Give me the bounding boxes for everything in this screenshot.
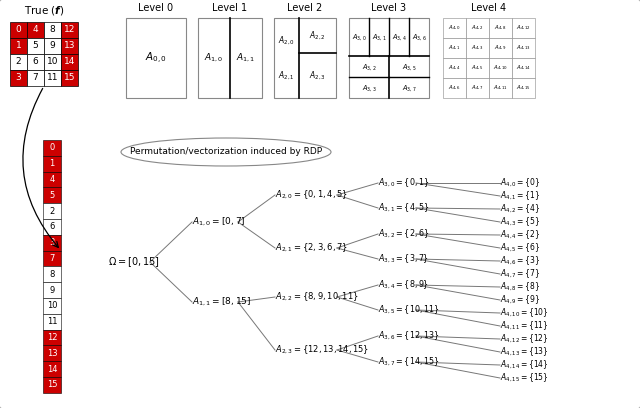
Text: $A_{4,11}$: $A_{4,11}$	[493, 84, 508, 92]
Text: 13: 13	[64, 42, 76, 51]
Text: $A_{2,3} = \{12, 13, 14, 15\}$: $A_{2,3} = \{12, 13, 14, 15\}$	[275, 344, 369, 356]
Bar	[61, 22, 78, 38]
Text: $A_{4,7}$: $A_{4,7}$	[471, 84, 484, 92]
Text: 1: 1	[49, 159, 54, 168]
Bar	[43, 377, 61, 393]
Text: 7: 7	[49, 254, 54, 263]
Bar	[10, 38, 27, 54]
Text: 15: 15	[64, 73, 76, 82]
Text: 10: 10	[47, 302, 57, 310]
Bar	[43, 172, 61, 187]
Text: 4: 4	[33, 25, 38, 35]
Text: $A_{2,1}$: $A_{2,1}$	[278, 69, 294, 82]
Text: Level 1: Level 1	[212, 3, 248, 13]
Text: 8: 8	[50, 25, 56, 35]
Text: $A_{4,13} = \{13\}$: $A_{4,13} = \{13\}$	[500, 346, 548, 358]
Text: 14: 14	[64, 58, 75, 67]
Text: $A_{3,2}$: $A_{3,2}$	[362, 62, 376, 72]
Bar	[512, 58, 535, 78]
Text: 9: 9	[50, 42, 56, 51]
Bar	[443, 58, 466, 78]
Text: $A_{4,10}$: $A_{4,10}$	[493, 64, 508, 72]
Text: 5: 5	[33, 42, 38, 51]
Text: 0: 0	[49, 143, 54, 153]
Bar	[43, 203, 61, 219]
Text: $A_{3,0}$: $A_{3,0}$	[351, 32, 366, 42]
Text: $A_{3,4}$: $A_{3,4}$	[392, 32, 406, 42]
Text: $\Omega = [0, 15]$: $\Omega = [0, 15]$	[108, 255, 160, 269]
Text: 9: 9	[49, 286, 54, 295]
Bar	[43, 282, 61, 298]
Bar	[10, 70, 27, 86]
Ellipse shape	[121, 138, 331, 166]
Text: 15: 15	[47, 380, 57, 389]
Bar	[27, 54, 44, 70]
Text: True ($\boldsymbol{f}$): True ($\boldsymbol{f}$)	[24, 4, 64, 17]
Text: $A_{4,12}$: $A_{4,12}$	[516, 24, 531, 32]
Text: $A_{2,1} = \{2, 3, 6, 7\}$: $A_{2,1} = \{2, 3, 6, 7\}$	[275, 242, 348, 254]
Text: 0: 0	[15, 25, 21, 35]
Bar	[10, 22, 27, 38]
Bar	[27, 22, 44, 38]
Text: $A_{4,1}$: $A_{4,1}$	[448, 44, 461, 52]
Text: $A_{4,9}$: $A_{4,9}$	[494, 44, 507, 52]
Bar	[27, 70, 44, 86]
Text: $A_{4,5} = \{6\}$: $A_{4,5} = \{6\}$	[500, 242, 540, 254]
Text: 3: 3	[15, 73, 21, 82]
Bar	[44, 54, 61, 70]
Text: 2: 2	[49, 206, 54, 215]
Text: $A_{4,1} = \{1\}$: $A_{4,1} = \{1\}$	[500, 190, 540, 202]
Text: $A_{4,5}$: $A_{4,5}$	[471, 64, 484, 72]
Bar	[443, 38, 466, 58]
Text: $A_{4,0}$: $A_{4,0}$	[448, 24, 461, 32]
Text: $A_{4,3} = \{5\}$: $A_{4,3} = \{5\}$	[500, 216, 540, 228]
Text: $A_{1,1}$: $A_{1,1}$	[236, 52, 256, 64]
Bar	[61, 38, 78, 54]
Text: 3: 3	[49, 238, 54, 247]
Text: $A_{3,7}$: $A_{3,7}$	[402, 82, 417, 93]
Bar	[443, 78, 466, 98]
Text: $A_{4,13}$: $A_{4,13}$	[516, 44, 531, 52]
Text: $A_{1,0} = [0, 7]$: $A_{1,0} = [0, 7]$	[192, 216, 246, 228]
Text: $A_{4,9} = \{9\}$: $A_{4,9} = \{9\}$	[500, 294, 540, 306]
Text: 12: 12	[64, 25, 75, 35]
Text: 14: 14	[47, 365, 57, 374]
Bar	[43, 330, 61, 346]
Bar	[198, 18, 262, 98]
Text: $A_{3,2} = \{2, 6\}$: $A_{3,2} = \{2, 6\}$	[378, 228, 429, 240]
Text: $A_{4,8} = \{8\}$: $A_{4,8} = \{8\}$	[500, 281, 540, 293]
Text: $A_{1,0}$: $A_{1,0}$	[204, 52, 224, 64]
Bar	[443, 18, 466, 38]
Text: $A_{4,2} = \{4\}$: $A_{4,2} = \{4\}$	[500, 203, 540, 215]
Bar	[43, 346, 61, 361]
Text: $A_{4,10} = \{10\}$: $A_{4,10} = \{10\}$	[500, 307, 548, 319]
Text: 10: 10	[47, 58, 58, 67]
Bar	[43, 314, 61, 330]
Text: $A_{3,3}$: $A_{3,3}$	[362, 82, 376, 93]
Text: $A_{3,5}$: $A_{3,5}$	[402, 62, 417, 72]
Text: $A_{4,0} = \{0\}$: $A_{4,0} = \{0\}$	[500, 177, 540, 189]
Text: Level 0: Level 0	[138, 3, 173, 13]
Text: $A_{4,3}$: $A_{4,3}$	[471, 44, 484, 52]
Text: 5: 5	[49, 191, 54, 200]
Text: $A_{2,2} = \{8, 9, 10, 11\}$: $A_{2,2} = \{8, 9, 10, 11\}$	[275, 291, 358, 303]
Bar	[43, 235, 61, 251]
Bar	[489, 78, 512, 98]
Text: $A_{4,4}$: $A_{4,4}$	[448, 64, 461, 72]
Bar	[43, 187, 61, 203]
Text: 11: 11	[47, 317, 57, 326]
Bar	[466, 78, 489, 98]
Text: $A_{3,1} = \{4, 5\}$: $A_{3,1} = \{4, 5\}$	[378, 202, 429, 214]
Bar	[61, 54, 78, 70]
Text: 11: 11	[47, 73, 58, 82]
Text: $A_{4,15} = \{15\}$: $A_{4,15} = \{15\}$	[500, 372, 548, 384]
Bar	[44, 70, 61, 86]
Text: $A_{2,2}$: $A_{2,2}$	[309, 29, 326, 42]
Text: 4: 4	[49, 175, 54, 184]
Bar	[466, 38, 489, 58]
Bar	[512, 78, 535, 98]
Text: $A_{3,1}$: $A_{3,1}$	[372, 32, 387, 42]
Bar	[512, 18, 535, 38]
Bar	[466, 58, 489, 78]
